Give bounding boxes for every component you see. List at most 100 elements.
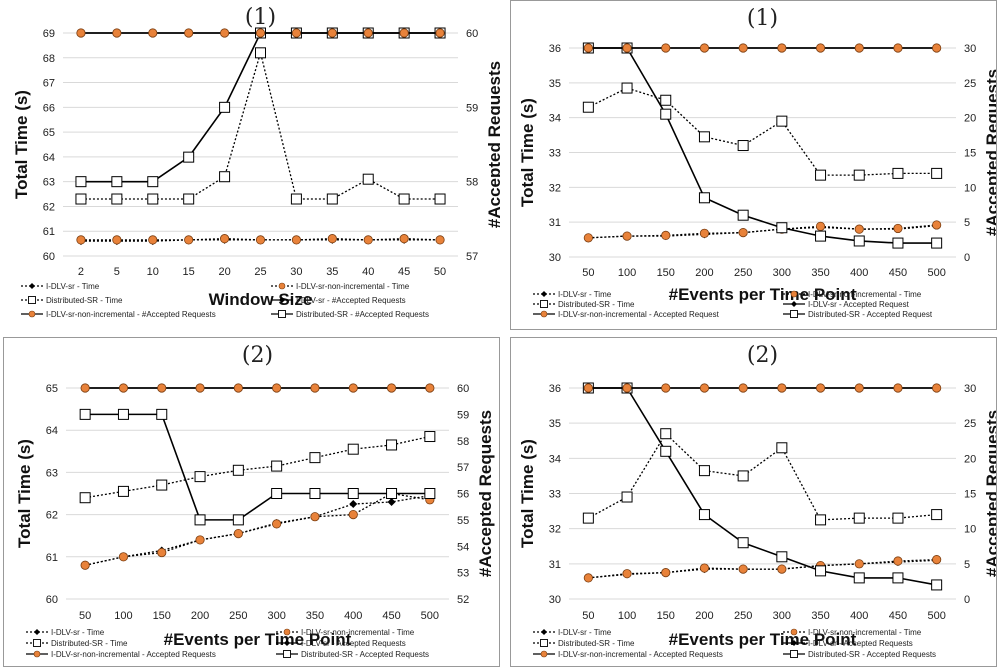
y2-tick-label: 0	[964, 594, 970, 606]
data-point	[184, 235, 194, 245]
data-point	[194, 514, 206, 526]
data-point	[815, 221, 826, 231]
x-tick-label: 450	[889, 267, 907, 279]
data-point	[661, 230, 671, 241]
series-i-dlv-sr-time	[584, 221, 941, 242]
data-point	[892, 572, 904, 584]
y-tick-label: 34	[549, 453, 561, 465]
data-point	[347, 488, 359, 499]
data-point	[399, 28, 409, 38]
y-tick-label: 65	[43, 127, 55, 139]
y-tick-label: 35	[549, 78, 561, 90]
x-tick-label: 15	[183, 266, 195, 278]
data-point	[362, 173, 374, 185]
data-point	[583, 43, 593, 53]
legend: I-DLV-sr - Time I-DLV-sr-non-incremental …	[21, 282, 429, 319]
data-point	[892, 167, 904, 179]
y-tick-label: 34	[549, 113, 561, 125]
legend-label: I-DLV-sr - Accepted Requests	[301, 639, 406, 648]
data-point	[738, 564, 748, 574]
y-tick-label: 63	[43, 177, 55, 189]
y-tick-label: 66	[43, 102, 55, 114]
y2-tick-label: 10	[964, 524, 976, 536]
data-point	[232, 464, 244, 476]
y2-axis-label: #Accepted Requests	[476, 410, 495, 577]
chart-panel-events-2-right: (2) 30 31 32 33 34 35 36 0 5 10 15 20 25 30 50 100 150 200…	[510, 337, 997, 667]
data-point	[326, 193, 338, 205]
data-point	[157, 547, 167, 558]
data-point	[232, 514, 244, 526]
data-point	[148, 28, 158, 38]
data-point	[349, 500, 358, 509]
data-point	[776, 222, 788, 234]
legend-label: I-DLV-sr - Time	[46, 282, 100, 291]
x-tick-label: 300	[267, 610, 285, 622]
legend-swatch-marker	[29, 283, 35, 289]
legend-label: I-DLV-sr - #Accepted Requests	[296, 296, 406, 305]
y2-tick-label: 59	[466, 102, 478, 114]
chart-panel-window-size: (1) 60 61 62 63 64 65 66 67 68 69 57 58 59 60 2 5 10 15 20 2…	[3, 0, 500, 330]
data-point	[892, 512, 904, 524]
data-point	[932, 220, 942, 230]
data-point	[698, 131, 710, 143]
y-tick-label: 61	[46, 552, 58, 564]
legend-swatch-marker	[790, 310, 798, 318]
data-point	[660, 445, 672, 457]
y2-tick-label: 25	[964, 78, 976, 90]
y2-tick-label: 60	[457, 383, 469, 395]
data-point	[582, 512, 594, 524]
series-i-dlv-sr-non-incremental-accepted-requests	[76, 28, 445, 38]
y-tick-label: 63	[46, 467, 58, 479]
y-tick-label: 65	[46, 383, 58, 395]
data-point	[111, 176, 123, 188]
data-point	[815, 43, 826, 53]
legend-swatch-marker	[791, 640, 797, 646]
data-point	[853, 572, 865, 584]
legend-label: I-DLV-sr-non-incremental - #Accepted Req…	[46, 310, 216, 319]
x-tick-label: 250	[734, 610, 752, 622]
data-point	[699, 228, 710, 238]
legend-label: Distributed-SR - Accepted Requests	[808, 650, 936, 659]
x-tick-label: 250	[229, 610, 247, 622]
data-point	[853, 235, 865, 247]
data-point	[233, 528, 243, 539]
x-tick-label: 350	[811, 267, 829, 279]
x-tick-label: 250	[734, 267, 752, 279]
x-axis-label: #Events per Time Point	[669, 285, 857, 304]
data-point	[815, 169, 827, 181]
y2-tick-label: 58	[457, 436, 469, 448]
data-point	[853, 512, 865, 524]
series-distributed-sr-accepted-request	[582, 42, 943, 249]
x-tick-label: 200	[191, 610, 209, 622]
data-point	[815, 514, 827, 526]
data-point	[660, 428, 672, 440]
x-tick-label: 400	[850, 267, 868, 279]
series-line	[588, 87, 937, 176]
data-point	[183, 193, 195, 205]
data-point	[194, 471, 206, 483]
series-line	[588, 432, 937, 521]
data-point	[854, 43, 864, 53]
legend-label: I-DLV-sr-non-incremental - Time	[808, 290, 922, 299]
legend-label: Distributed-SR - Time	[51, 639, 128, 648]
y-axis-label: Total Time (s)	[518, 439, 537, 548]
y2-axis-label: #Accepted Requests	[485, 61, 500, 228]
data-point	[219, 101, 231, 113]
legend-swatch-marker	[283, 628, 291, 636]
y-tick-label: 67	[43, 78, 55, 90]
x-tick-label: 500	[927, 267, 945, 279]
data-point	[386, 383, 397, 393]
x-tick-label: 200	[695, 267, 713, 279]
data-point	[387, 497, 396, 506]
data-point	[893, 556, 903, 566]
y-tick-label: 68	[43, 53, 55, 65]
data-point	[117, 408, 129, 420]
data-point	[255, 47, 266, 59]
data-point	[621, 491, 633, 503]
x-tick-label: 300	[773, 610, 791, 622]
legend-label: I-DLV-sr - Accepted Request	[808, 300, 910, 309]
data-point	[737, 537, 749, 549]
data-point	[184, 28, 194, 38]
series-distributed-sr-time	[75, 47, 446, 205]
x-tick-label: 100	[114, 610, 132, 622]
